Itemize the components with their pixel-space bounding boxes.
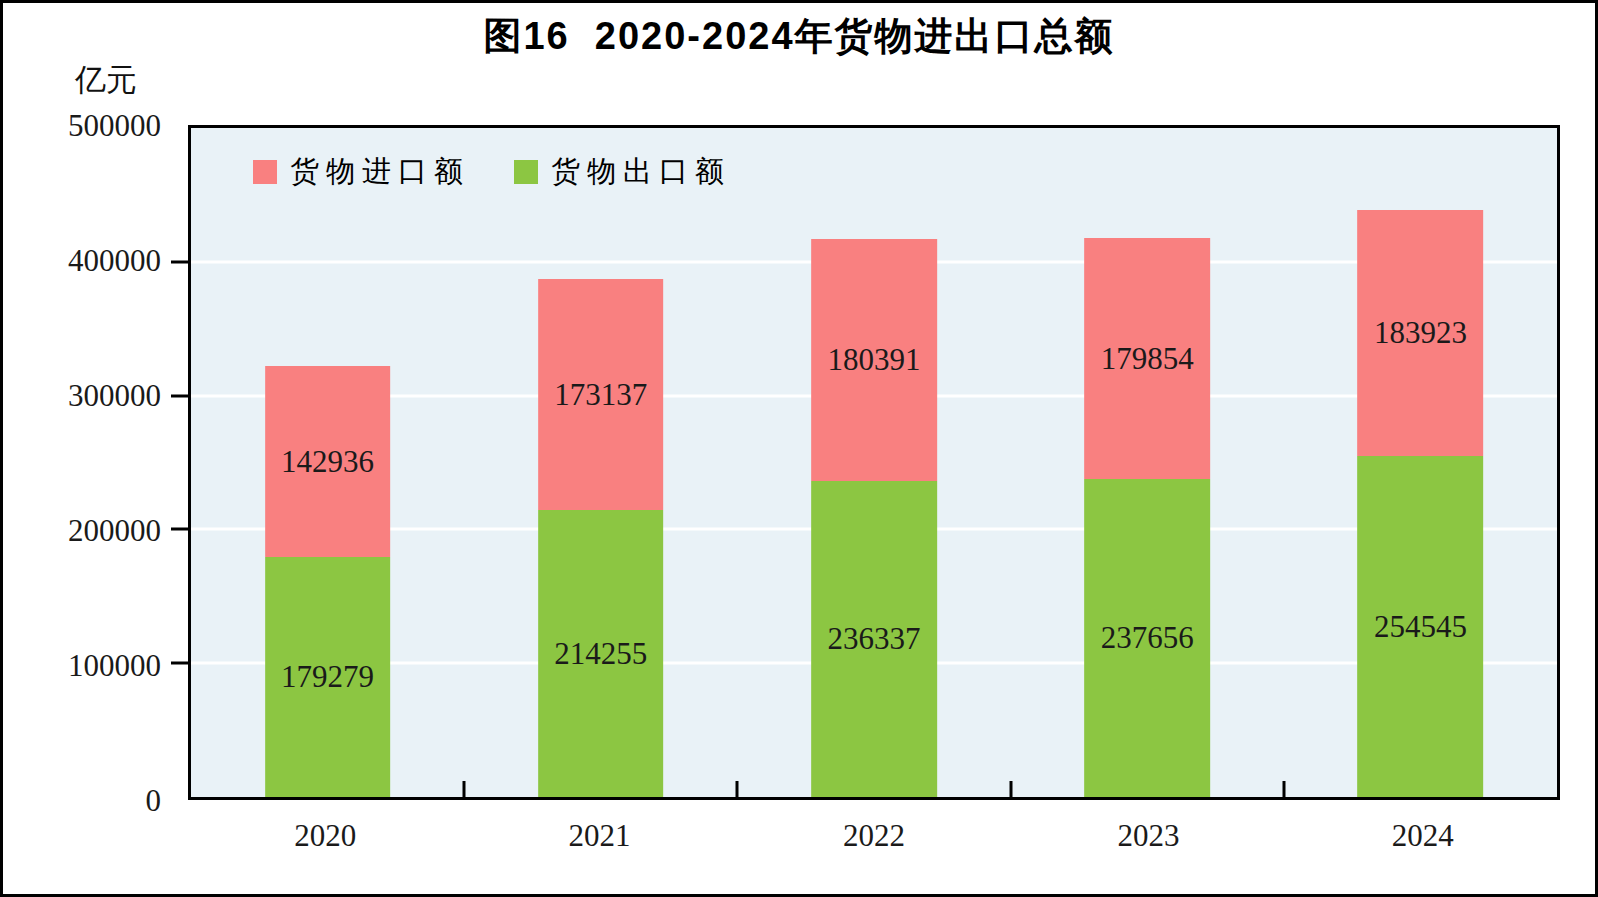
y-axis-tick-label: 100000: [3, 650, 161, 681]
bar-value-label: 183923: [1374, 315, 1467, 351]
bar-segment: 173137: [538, 279, 664, 511]
y-axis-tick-label: 400000: [3, 245, 161, 276]
bar-value-label: 179279: [281, 659, 374, 695]
bar-value-label: 236337: [827, 621, 920, 657]
y-axis-tick-mark: [171, 260, 188, 263]
legend-swatch-icon: [514, 160, 538, 184]
bar-value-label: 173137: [554, 377, 647, 413]
bar-segment: 236337: [811, 481, 937, 797]
legend-label: 货物出口额: [551, 152, 731, 192]
bar-value-label: 179854: [1101, 341, 1194, 377]
bar-value-label: 254545: [1374, 609, 1467, 645]
figure-16-chart: 图16 2020-2024年货物进出口总额 亿元 0 100000 200000 30…: [0, 0, 1598, 897]
legend-swatch-icon: [253, 160, 277, 184]
bar-2022: 180391 236337: [811, 239, 937, 797]
bar-2023: 179854 237656: [1084, 238, 1210, 797]
bar-value-label: 142936: [281, 444, 374, 480]
y-axis-tick-label: 300000: [3, 380, 161, 411]
y-axis-tick-mark: [171, 662, 188, 665]
bar-value-label: 237656: [1101, 620, 1194, 656]
x-axis-tick-label: 2021: [569, 818, 631, 854]
y-axis-tick-label: 500000: [3, 110, 161, 141]
x-axis-tick-mark: [1009, 781, 1012, 797]
bar-2024: 183923 254545: [1358, 210, 1484, 797]
x-axis-tick-label: 2024: [1392, 818, 1454, 854]
y-axis-unit-label: 亿元: [75, 59, 137, 101]
bar-segment: 180391: [811, 239, 937, 480]
bar-segment: 237656: [1084, 479, 1210, 797]
bar-2021: 173137 214255: [538, 279, 664, 797]
bar-segment: 254545: [1358, 456, 1484, 797]
bar-segment: 179854: [1084, 238, 1210, 479]
x-axis-tick-label: 2020: [294, 818, 356, 854]
bar-value-label: 214255: [554, 636, 647, 672]
y-axis-tick-label: 0: [3, 785, 161, 816]
y-axis-tick-mark: [171, 394, 188, 397]
bar-2020: 142936 179279: [265, 366, 391, 797]
legend-label: 货物进口额: [290, 152, 470, 192]
bar-segment: 183923: [1358, 210, 1484, 456]
legend-item: 货物进口额: [253, 152, 470, 192]
y-axis-tick-mark: [171, 528, 188, 531]
bar-value-label: 180391: [827, 342, 920, 378]
chart-title: 图16 2020-2024年货物进出口总额: [3, 11, 1595, 62]
x-axis-tick-mark: [1282, 781, 1285, 797]
y-axis-tick-label: 200000: [3, 515, 161, 546]
x-axis-tick-label: 2022: [843, 818, 905, 854]
bar-segment: 142936: [265, 366, 391, 557]
legend: 货物进口额 货物出口额: [253, 152, 731, 192]
bar-segment: 214255: [538, 510, 664, 797]
x-axis-tick-mark: [463, 781, 466, 797]
y-axis-tick-labels: 0100000200000300000400000500000: [3, 125, 173, 800]
x-axis-tick-mark: [736, 781, 739, 797]
x-axis-tick-labels: 2020 2021 2022 2023 2024: [188, 818, 1560, 863]
x-axis-tick-label: 2023: [1117, 818, 1179, 854]
plot-area: 货物进口额 货物出口额 142936 179279 173137 214255 18039…: [188, 125, 1560, 800]
bar-segment: 179279: [265, 557, 391, 797]
legend-item: 货物出口额: [514, 152, 731, 192]
